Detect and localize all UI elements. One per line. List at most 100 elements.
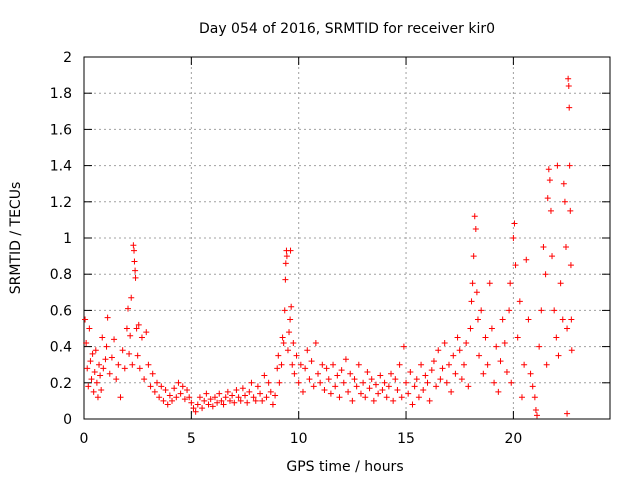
data-point [345, 388, 352, 395]
data-point [308, 358, 315, 365]
data-point [136, 365, 143, 372]
data-point [205, 401, 212, 408]
data-point [538, 307, 545, 314]
data-point [392, 376, 399, 383]
data-point [443, 379, 450, 386]
data-points [82, 75, 575, 419]
data-point [547, 207, 554, 214]
y-tick-label: 0.2 [50, 376, 72, 392]
data-point [523, 256, 530, 263]
data-point [411, 383, 418, 390]
data-point [422, 372, 429, 379]
data-point [394, 387, 401, 394]
data-point [319, 361, 326, 368]
data-point [560, 180, 567, 187]
data-point [465, 383, 472, 390]
data-point [153, 379, 160, 386]
data-point [84, 365, 91, 372]
data-point [147, 383, 154, 390]
data-point [94, 394, 101, 401]
data-point [145, 361, 152, 368]
data-point [288, 303, 295, 310]
y-tick-label: 1.6 [50, 122, 72, 138]
data-point [115, 361, 122, 368]
data-point [473, 289, 480, 296]
data-point [229, 392, 236, 399]
data-point [323, 365, 330, 372]
data-point [370, 397, 377, 404]
data-point [111, 336, 118, 343]
data-point [321, 387, 328, 394]
data-point [543, 361, 550, 368]
data-point [158, 383, 165, 390]
data-point [129, 361, 136, 368]
data-point [527, 370, 534, 377]
data-point [480, 370, 487, 377]
y-tick-label: 2 [63, 50, 72, 66]
data-point [551, 307, 558, 314]
data-point [478, 307, 485, 314]
data-point [511, 220, 518, 227]
data-point [169, 397, 176, 404]
data-point [405, 390, 412, 397]
data-point [106, 370, 113, 377]
data-point [123, 325, 130, 332]
data-point [454, 334, 461, 341]
data-point [564, 410, 571, 417]
y-tick-label: 1.2 [50, 195, 72, 211]
data-point [275, 352, 282, 359]
data-point [281, 307, 288, 314]
data-point [130, 242, 137, 249]
data-point [420, 387, 427, 394]
data-point [131, 258, 138, 265]
data-point [162, 387, 169, 394]
data-point [518, 394, 525, 401]
y-axis-label: SRMTID / TECUs [8, 182, 24, 295]
data-point [286, 329, 293, 336]
data-point [506, 307, 513, 314]
data-point [121, 365, 128, 372]
data-point [566, 104, 573, 111]
y-tick-label: 0 [63, 412, 72, 428]
data-point [567, 207, 574, 214]
data-point [536, 343, 543, 350]
data-point [413, 376, 420, 383]
data-point [133, 325, 140, 332]
data-point [306, 376, 313, 383]
data-point [484, 361, 491, 368]
data-point [239, 385, 246, 392]
data-point [192, 408, 199, 415]
data-point [342, 356, 349, 363]
data-point [471, 213, 478, 220]
data-point [461, 361, 468, 368]
data-point [246, 388, 253, 395]
data-point [347, 370, 354, 377]
data-point [503, 368, 510, 375]
data-point [372, 381, 379, 388]
data-point [469, 280, 476, 287]
data-point [98, 387, 105, 394]
data-point [85, 383, 92, 390]
data-point [564, 325, 571, 332]
data-point [531, 394, 538, 401]
data-point [177, 390, 184, 397]
data-point [534, 412, 541, 419]
data-point [450, 352, 457, 359]
data-point [565, 82, 572, 89]
data-point [261, 372, 268, 379]
data-point [508, 379, 515, 386]
data-point [463, 339, 470, 346]
x-tick-label: 5 [187, 431, 196, 447]
data-point [248, 379, 255, 386]
data-point [287, 316, 294, 323]
data-point [445, 361, 452, 368]
y-tick-label: 1 [63, 231, 72, 247]
data-point [280, 339, 287, 346]
y-tick-label: 0.8 [50, 267, 72, 283]
data-point [325, 376, 332, 383]
data-point [491, 379, 498, 386]
data-point [426, 397, 433, 404]
data-point [488, 325, 495, 332]
data-point [164, 401, 171, 408]
